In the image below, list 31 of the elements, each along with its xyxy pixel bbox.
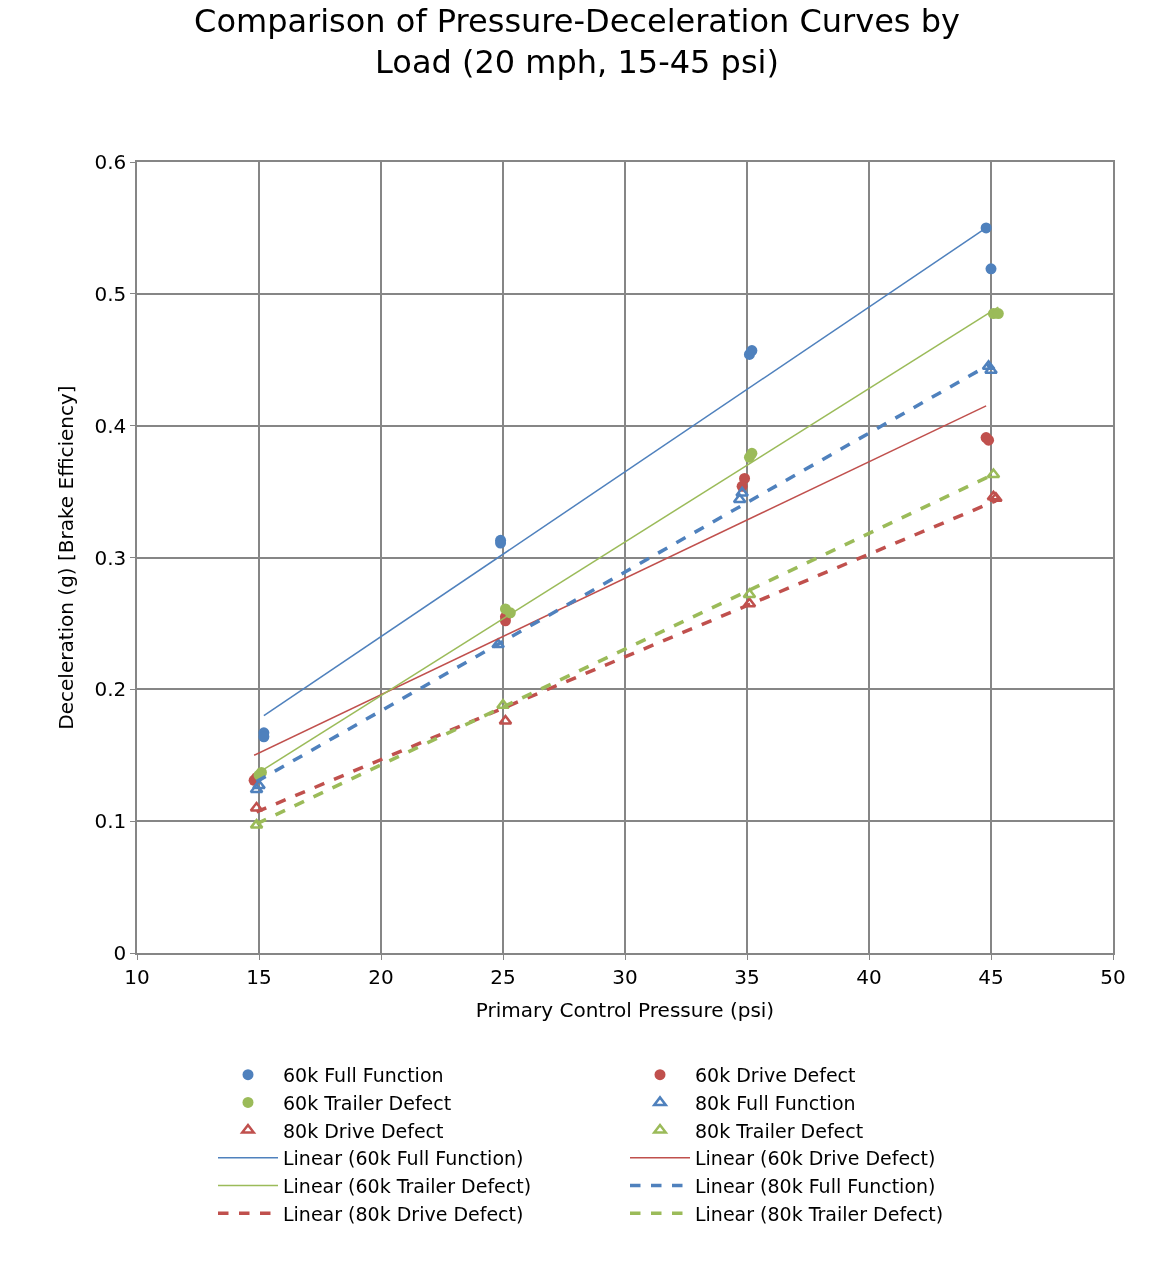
legend-label: 60k Full Function [283, 1064, 444, 1087]
x-tick-label: 10 [124, 964, 150, 989]
x-axis-title: Primary Control Pressure (psi) [475, 997, 775, 1022]
x-tick-label: 30 [612, 964, 638, 989]
x-tick-label: 15 [246, 964, 272, 989]
legend-label: 60k Drive Defect [695, 1064, 856, 1087]
legend-label: Linear (80k Drive Defect) [283, 1202, 524, 1225]
y-tick-label: 0.2 [94, 677, 127, 702]
legend-label: 60k Trailer Defect [283, 1091, 452, 1114]
legend-label: Linear (80k Full Function) [695, 1174, 936, 1197]
x-tick-label: 50 [1100, 964, 1126, 989]
y-tick-label: 0.1 [94, 809, 127, 834]
x-tick-label: 40 [856, 964, 882, 989]
y-tick-label: 0.4 [94, 413, 127, 438]
legend-label: Linear (60k Drive Defect) [695, 1147, 936, 1170]
y-tick-label: 0.6 [94, 150, 127, 174]
y-tick-label: 0.3 [94, 545, 127, 570]
y-tick-label: 0.5 [94, 281, 127, 306]
x-tick-label: 45 [978, 964, 1004, 989]
legend-label: Linear (60k Trailer Defect) [283, 1174, 532, 1197]
y-axis-title: Deceleration (g) [Brake Efficiency] [54, 385, 79, 730]
y-tick-label: 0 [113, 941, 127, 965]
chart-title: Comparison of Pressure-Deceleration Curves by Load (20 mph, 15-45 psi) [194, 1, 960, 82]
legend-label: Linear (80k Trailer Defect) [695, 1202, 944, 1225]
x-tick-label: 25 [490, 964, 516, 989]
x-tick-label: 20 [368, 964, 394, 989]
legend-label: Linear (60k Full Function) [283, 1147, 524, 1170]
x-tick-label: 35 [734, 964, 760, 989]
legend-label: 80k Trailer Defect [695, 1119, 864, 1142]
legend-label: 80k Drive Defect [283, 1119, 444, 1142]
legend-label: 80k Full Function [695, 1091, 856, 1114]
